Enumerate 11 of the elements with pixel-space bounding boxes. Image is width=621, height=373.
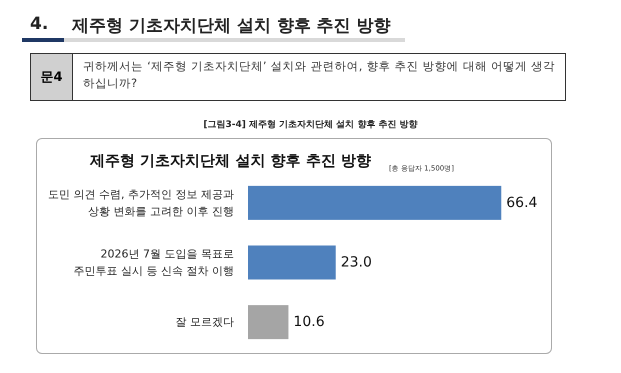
text: [그림3-4] 제주형 기초자치단체 설치 향후 추진 방향: [202, 119, 419, 131]
y-tick-label: 2026년 7월 도입을 목표로 주민투표 실시 등 신속 절차 이행: [74, 248, 234, 278]
data-label: 23.0: [340, 254, 372, 270]
data-label: 10.6: [293, 314, 325, 330]
data-label: 66.4: [506, 194, 538, 211]
text: 4.: [30, 14, 48, 34]
text: 제주형 기초자치단체 설치 향후 추진 방향: [72, 15, 391, 37]
y-tick-label: 잘 모르겠다: [176, 316, 234, 329]
chart-title: 제주형 기초자치단체 설치 향후 추진 방향: [89, 152, 372, 170]
y-tick-label: 도민 의견 수렴, 추가적인 정보 제공과 상황 변화를 고려한 이후 진행: [48, 188, 234, 218]
question-box: 문4 귀하께서는 ‘제주형 기초자치단체’ 설치와 관련하여, 향후 추진 방향에 대해 어떻게 생각하십니까?: [30, 53, 566, 101]
